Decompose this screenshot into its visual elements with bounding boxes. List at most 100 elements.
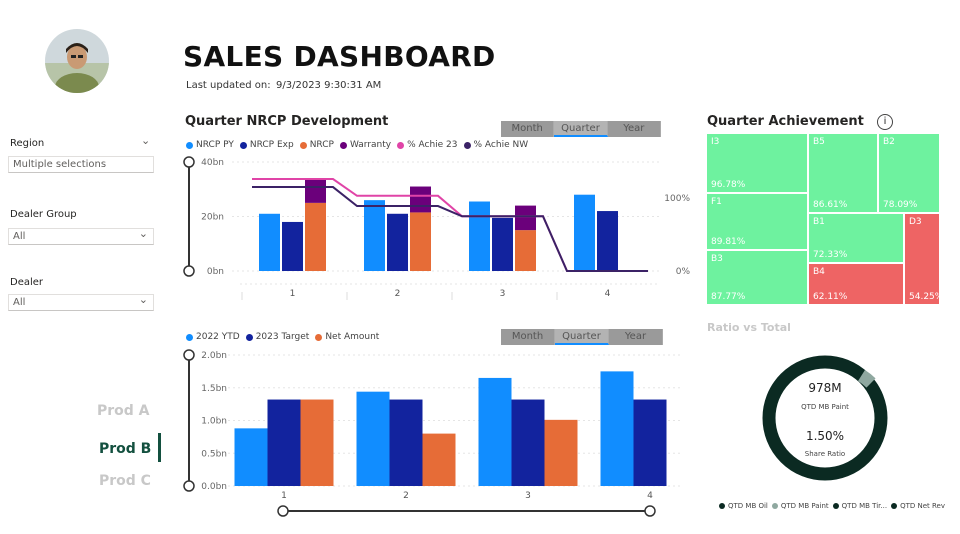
bar-warranty [410,186,431,213]
filter-dealer-value: All [13,297,26,308]
ratio-main-label: QTD MB Paint [801,403,849,411]
legend-2023-target: 2023 Target [255,332,310,342]
donut-paint-segment[interactable] [857,369,876,388]
bar-nrcp-exp [387,213,408,271]
x-tick-label: 2 [403,491,409,501]
filter-region-label: Region [10,138,45,149]
treemap-tile[interactable]: B2 78.09% [878,133,940,213]
toggle-month[interactable]: Month [501,329,555,345]
y-slider-handle [183,265,195,277]
y-slider-handle [183,156,195,168]
y2-tick-label: 0% [676,267,691,277]
x-tick-label: 2 [395,289,401,299]
active-indicator [158,433,161,462]
y2-tick-label: 100% [664,194,690,204]
bar-nrcp-exp [597,211,618,271]
x-tick-label: 3 [500,289,506,299]
treemap: I3 96.78% B5 86.61% B2 78.09% F1 89.81% B1 72… [706,133,943,305]
y-tick-label: 1.0bn [201,417,227,427]
bar-2022-ytd [356,391,390,486]
toggle-year[interactable]: Year [607,121,661,137]
bar-nrcp-exp [492,217,513,271]
period-toggle-top[interactable]: Month Quarter Year [501,121,661,137]
bar-2023-target [511,399,545,486]
nrcp-chart: 0bn 20bn 40bn 0% 100% 1 2 3 4 [183,156,691,300]
legend-nrcp-py: NRCP PY [196,140,234,150]
filter-dealer-group-label: Dealer Group [10,209,77,220]
sales-chart: 0.0bn 0.5bn 1.0bn 1.5bn 2.0bn 1 2 3 4 [183,349,680,517]
x-tick-label: 3 [525,491,531,501]
ratio-share-value: 1.50% [805,429,845,443]
bar-warranty [515,205,536,231]
toggle-month[interactable]: Month [501,121,555,137]
filter-region-dropdown[interactable]: Multiple selections [8,156,154,173]
bar-nrcp [305,202,326,271]
bar-net-amount [300,399,334,486]
ratio-share-label: Share Ratio [804,450,846,458]
bar-nrcp [515,230,536,271]
bar-nrcp-exp [282,221,303,271]
last-updated-value: 9/3/2023 9:30:31 AM [276,80,382,91]
bar-2022-ytd [234,428,268,486]
period-toggle-bottom[interactable]: Month Quarter Year [501,329,663,345]
toggle-year[interactable]: Year [609,329,663,345]
legend-nrcp: NRCP [309,140,334,150]
chevron-down-icon[interactable]: ⌄ [141,134,151,147]
legend-achie-23: % Achie 23 [407,140,458,150]
x-slider-handle [277,505,289,517]
bar-2023-target [633,399,667,486]
toggle-quarter[interactable]: Quarter [555,329,609,345]
x-slider-handle [644,505,656,517]
filter-dealer-group-value: All [13,231,26,242]
bar-2022-ytd [600,371,634,486]
treemap-tile[interactable]: B5 86.61% [808,133,878,213]
treemap-tile[interactable]: D3 54.25% [904,213,943,305]
treemap-tile[interactable]: B1 72.33% [808,213,904,263]
treemap-tile[interactable]: B4 62.11% [808,263,904,305]
bar-2022-ytd [478,377,512,486]
legend-2022-ytd: 2022 YTD [196,332,240,342]
bar-nrcp-py [574,194,595,271]
x-tick-label: 1 [281,491,287,501]
nrcp-chart-title: Quarter NRCP Development [185,114,389,129]
treemap-tile[interactable]: B3 87.77% [706,250,808,305]
y-tick-label: 20bn [201,213,224,223]
legend-net-amount: Net Amount [325,332,380,342]
legend-nrcp-exp: NRCP Exp [249,140,294,150]
legend-mb-tire: QTD MB Tir... [841,502,888,510]
toggle-quarter[interactable]: Quarter [554,121,608,137]
nrcp-legend: NRCP PY NRCP Exp NRCP Warranty % Achie 2… [186,140,528,150]
x-tick-label: 4 [647,491,653,501]
chevron-down-icon: ⌄ [138,227,148,240]
chevron-down-icon: ⌄ [138,293,148,306]
y-tick-label: 1.5bn [201,384,227,394]
bar-net-amount [422,433,456,486]
bar-warranty [305,178,326,203]
legend-mb-paint: QTD MB Paint [780,502,829,510]
bar-2023-target [267,399,301,486]
nav-prod-a[interactable]: Prod A [97,403,150,419]
bar-net-amount [544,419,578,486]
y-tick-label: 2.0bn [201,351,227,361]
ratio-donut [762,355,888,481]
y-slider-handle [183,349,195,361]
filter-dealer-dropdown[interactable]: All ⌄ [8,293,154,311]
nav-prod-b[interactable]: Prod B [99,441,152,457]
bar-nrcp-py [469,201,490,271]
x-tick-label: 1 [290,289,296,299]
quarter-achievement-title: Quarter Achievement [707,114,864,129]
y-tick-label: 0.0bn [201,482,227,492]
filter-dealer-group-dropdown[interactable]: All ⌄ [8,227,154,245]
line-achie-nw [252,186,648,272]
bar-2023-target [389,399,423,486]
filter-region-value: Multiple selections [13,159,107,170]
filter-dealer-label: Dealer [10,277,44,288]
y-tick-label: 0.5bn [201,449,227,459]
info-icon[interactable]: i [877,114,893,130]
legend-achie-nw: % Achie NW [473,140,529,150]
sales-legend: 2022 YTD 2023 Target Net Amount [186,332,379,342]
bar-nrcp-py [364,200,385,271]
treemap-tile[interactable]: I3 96.78% [706,133,808,193]
treemap-tile[interactable]: F1 89.81% [706,193,808,250]
nav-prod-c[interactable]: Prod C [99,473,151,489]
